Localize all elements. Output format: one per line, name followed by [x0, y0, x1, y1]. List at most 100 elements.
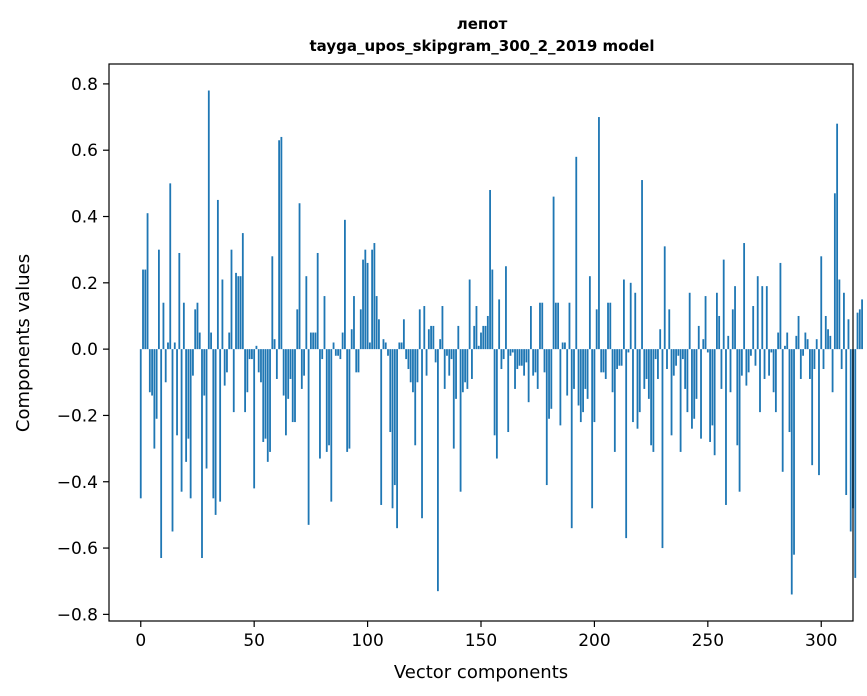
bar-294 [806, 339, 809, 350]
bar-144 [466, 349, 469, 389]
bar-39 [228, 332, 231, 350]
bar-199 [591, 349, 594, 509]
bar-60 [275, 349, 278, 379]
bar-233 [668, 309, 671, 350]
bar-70 [298, 203, 301, 350]
bar-275 [763, 349, 766, 379]
bar-36 [221, 279, 224, 350]
bar-214 [625, 349, 628, 539]
bar-304 [829, 335, 832, 350]
bar-31 [210, 332, 212, 350]
bar-171 [527, 349, 530, 403]
bar-259 [727, 335, 730, 350]
bar-228 [657, 349, 659, 379]
bar-225 [650, 349, 653, 446]
bar-312 [847, 319, 850, 350]
bar-246 [697, 325, 700, 350]
bar-297 [813, 349, 816, 370]
bar-161 [505, 266, 507, 350]
x-axis-ticks: 0 50 100 150 200 250 300 [135, 621, 837, 651]
bar-188 [566, 349, 569, 396]
bar-269 [750, 349, 752, 356]
bar-213 [623, 279, 625, 350]
bar-105 [378, 319, 380, 350]
bar-16 [176, 349, 178, 436]
bar-248 [702, 339, 705, 350]
bar-274 [761, 286, 764, 350]
bar-44 [239, 276, 242, 350]
bar-55 [264, 349, 267, 439]
y-tick-label: −0.2 [57, 406, 98, 426]
bar-211 [618, 349, 621, 366]
bar-193 [577, 349, 580, 406]
bar-222 [643, 349, 646, 389]
bar-94 [353, 296, 355, 350]
bar-208 [611, 349, 614, 393]
bar-61 [278, 140, 281, 350]
bar-290 [797, 315, 800, 350]
bar-300 [820, 256, 823, 350]
bar-176 [539, 302, 541, 350]
bar-164 [511, 349, 514, 353]
x-tick-label: 100 [351, 631, 383, 651]
bar-111 [391, 349, 394, 509]
bar-138 [452, 349, 455, 449]
bar-229 [659, 329, 662, 350]
bar-310 [843, 292, 845, 350]
bar-183 [554, 302, 557, 350]
bar-227 [654, 349, 657, 360]
bar-122 [416, 349, 419, 383]
bar-6 [153, 349, 156, 449]
bar-75 [309, 332, 312, 350]
bar-276 [765, 286, 768, 350]
bar-38 [226, 349, 228, 373]
bar-264 [738, 349, 741, 492]
bar-109 [387, 349, 389, 356]
y-tick-label: 0.4 [71, 208, 98, 228]
x-tick-label: 0 [135, 631, 146, 651]
bar-306 [833, 193, 836, 350]
bar-212 [620, 349, 623, 366]
bar-51 [255, 345, 258, 350]
bar-244 [693, 349, 696, 419]
bar-125 [423, 306, 426, 350]
bar-77 [314, 332, 317, 350]
bar-33 [214, 349, 217, 515]
bar-120 [412, 349, 414, 393]
y-tick-label: 0.6 [71, 141, 98, 161]
y-tick-label: −0.4 [57, 473, 98, 493]
bar-110 [389, 349, 392, 433]
bar-121 [414, 349, 417, 446]
y-tick-label: 0.0 [71, 340, 98, 360]
bar-104 [375, 296, 378, 350]
bar-126 [425, 349, 428, 376]
bar-220 [638, 349, 641, 413]
bar-155 [491, 269, 494, 350]
bar-141 [459, 349, 462, 492]
bar-74 [307, 349, 310, 525]
bar-84 [330, 349, 333, 502]
bar-186 [561, 342, 564, 350]
bar-293 [804, 332, 807, 350]
bar-284 [784, 345, 786, 350]
bar-113 [396, 349, 398, 529]
bar-112 [393, 349, 396, 486]
bar-67 [291, 349, 294, 423]
bar-281 [777, 332, 780, 350]
bar-100 [366, 262, 369, 350]
bar-124 [421, 349, 423, 519]
bar-50 [253, 349, 256, 489]
bar-261 [731, 309, 734, 350]
bar-289 [795, 335, 798, 350]
bar-22 [189, 349, 192, 499]
bar-3 [146, 213, 149, 350]
bar-146 [471, 349, 473, 379]
bar-201 [595, 309, 598, 350]
bar-308 [838, 279, 841, 350]
bar-254 [716, 292, 718, 350]
bar-265 [740, 349, 743, 376]
bar-25 [196, 302, 199, 350]
bar-128 [430, 325, 432, 350]
bar-131 [437, 349, 439, 592]
bar-156 [493, 349, 496, 436]
